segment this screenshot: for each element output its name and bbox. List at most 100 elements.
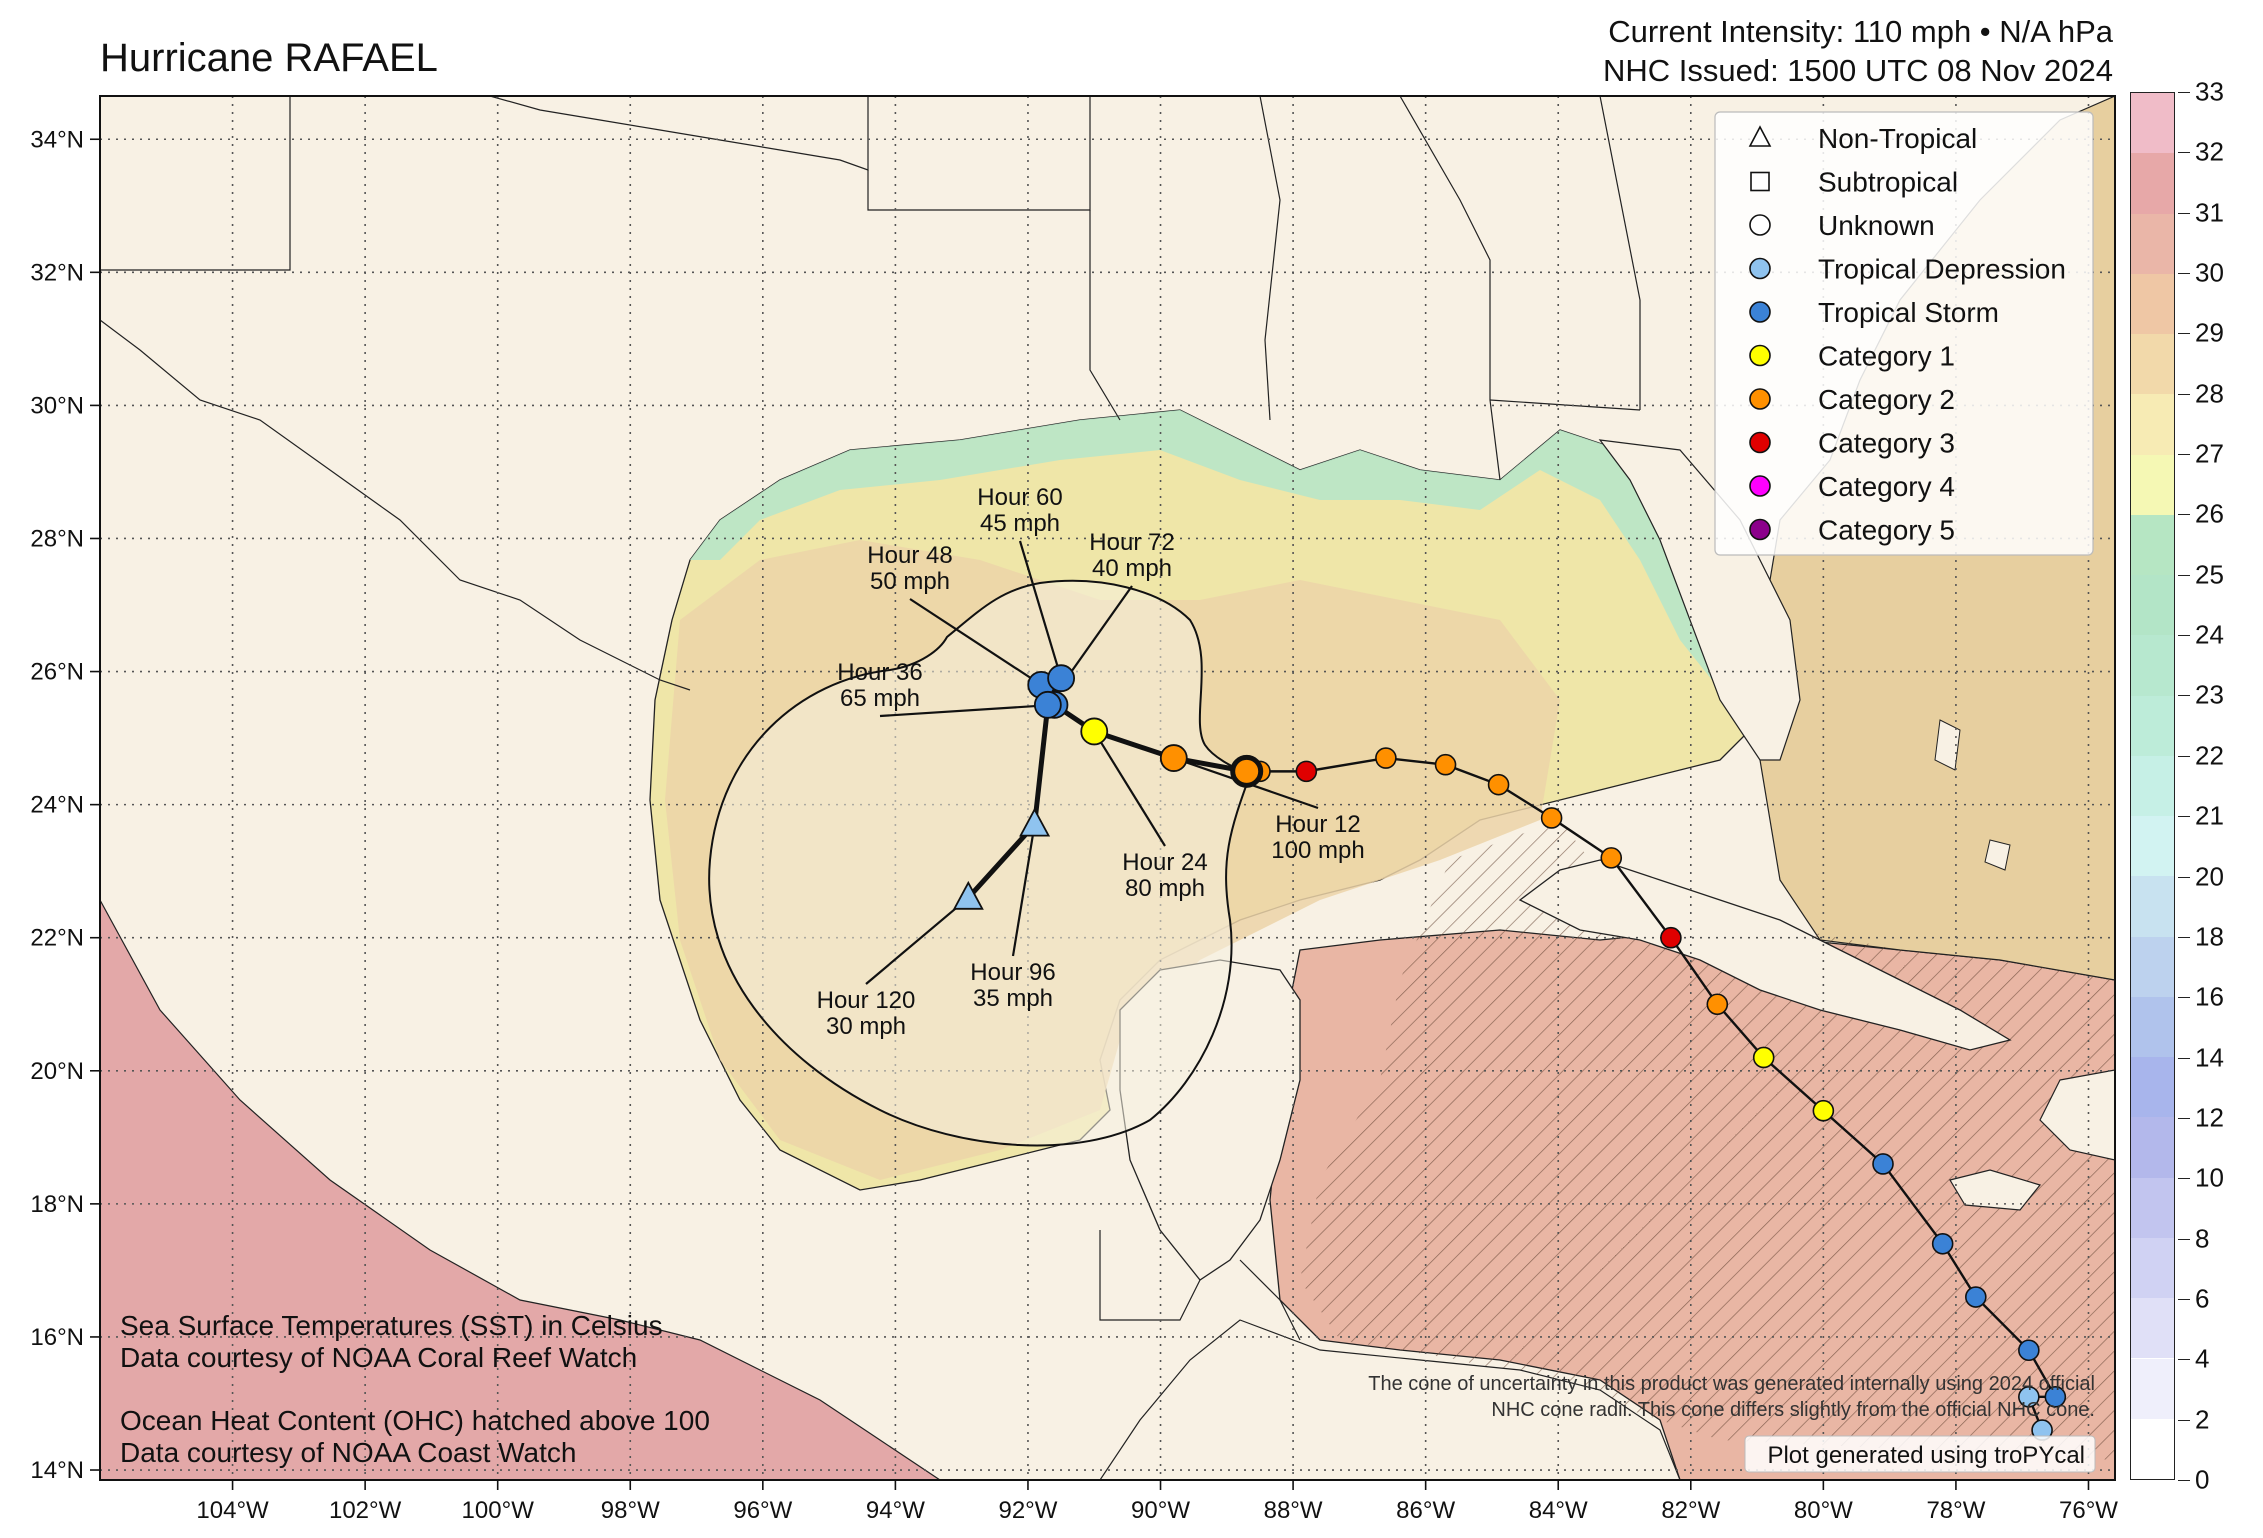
forecast-wind-label: 100 mph [1271,837,1364,864]
colorbar-tick-label: 29 [2195,317,2224,348]
colorbar-segment [2131,996,2174,1058]
colorbar-tick [2178,514,2190,516]
header-info: Current Intensity: 110 mph • N/A hPa NHC… [1603,12,2113,90]
colorbar-segment [2131,1057,2174,1118]
central-america-land [1099,1319,1681,1480]
colorbar-tick-label: 25 [2195,559,2224,590]
legend-marker [1749,214,1771,236]
forecast-wind-label: 80 mph [1125,875,1205,902]
forecast-hour-label: Hour 48 [867,542,952,569]
leader-line [1018,540,1063,679]
lon-tick-label: 104°W [196,1497,269,1524]
ohc-credit-line2: Data courtesy of NOAA Coast Watch [120,1437,576,1468]
colorbar-segment [2131,273,2174,335]
longitude-axis: 104°W 102°W 100°W 98°W 96°W 94°W 92°W 90°W 88°W 8… [196,1480,2118,1524]
tropycal-credit: Plot generated using troPYcal [1767,1442,2085,1469]
cone-disclaimer-line2: NHC cone radii. This cone differs slight… [1491,1399,2095,1421]
colorbar-tick [2178,1359,2190,1361]
nhc-issued: NHC Issued: 1500 UTC 08 Nov 2024 [1602,53,2113,88]
colorbar-tick-label: 28 [2195,378,2224,409]
forecast-wind-label: 40 mph [1092,555,1172,582]
lon-tick-label: 82°W [1661,1497,1720,1524]
sst-credit-line2: Data courtesy of NOAA Coral Reef Watch [120,1342,637,1373]
past-track-point [1872,1153,1894,1175]
pacific-water [100,899,942,1480]
past-track-point [1487,773,1510,796]
current-intensity: Current Intensity: 110 mph • N/A hPa [1608,14,2113,49]
colorbar-segment [2131,1177,2174,1238]
colorbar-segment [2131,153,2174,214]
legend-label: Subtropical [1818,167,1958,198]
legend: Non-Tropical Subtropical Unknown Tropical D… [1748,123,2066,546]
map-frame [99,95,2116,1481]
colorbar-tick [2178,936,2190,938]
colorbar-segment [2131,936,2174,997]
legend-marker [1749,257,1771,280]
legend-label: Category 5 [1818,515,1955,546]
colorbar-segment [2131,1418,2174,1479]
past-track-point [1931,1232,1954,1255]
forecast-point [1033,690,1062,719]
legend-box [1714,111,2094,556]
lon-tick-label: 102°W [329,1497,402,1524]
lat-tick-label: 34°N [30,126,84,153]
forecast-wind-label: 45 mph [980,510,1060,537]
colorbar-segment [2131,93,2174,154]
colorbar-tick [2178,876,2190,878]
colorbar-tick-label: 18 [2195,921,2224,952]
legend-marker [1749,475,1771,497]
colorbar-tick [2178,1419,2190,1421]
forecast-markers [952,664,1188,910]
forecast-wind-label: 30 mph [826,1013,906,1040]
colorbar-tick-label: 20 [2195,861,2224,892]
lon-tick-label: 86°W [1396,1497,1455,1524]
lon-tick-label: 96°W [733,1497,792,1524]
colorbar-tick-label: 16 [2195,981,2224,1012]
leader-line [879,703,1055,718]
colorbar-tick [2178,92,2190,93]
latitude-axis: 34°N 32°N 30°N 28°N 26°N 24°N 22°N 20°N 18°N 16°N… [30,126,100,1484]
current-position-point [1230,754,1264,788]
legend-marker [1749,344,1771,367]
colorbar-tick [2178,1117,2190,1119]
colorbar-tick-label: 0 [2195,1464,2210,1495]
lat-tick-label: 16°N [30,1324,84,1351]
colorbar-tick [2178,393,2190,395]
forecast-hour-label: Hour 60 [977,484,1062,511]
forecast-point [1019,807,1051,837]
colorbar-tick-label: 26 [2195,498,2224,529]
colorbar-tick-label: 23 [2195,679,2224,710]
forecast-hour-label: Hour 120 [817,987,916,1014]
colorbar-segment [2131,575,2174,636]
colorbar-tick-label: 27 [2195,438,2224,469]
colorbar-segment [2131,514,2174,576]
colorbar-tick-label: 4 [2195,1343,2210,1374]
forecast-hour-label: Hour 36 [837,659,922,686]
cuba-land [1518,859,2012,1051]
colorbar-tick [2178,755,2190,757]
legend-marker [1748,125,1772,147]
forecast-point [952,880,984,910]
leader-line [1093,730,1166,847]
ohc-hatched-region [1300,820,2115,1460]
legend-label: Tropical Storm [1818,297,1999,328]
colorbar-tick [2178,1480,2190,1481]
colorbar-segment [2131,635,2174,696]
forecast-wind-label: 35 mph [973,985,1053,1012]
past-track-point [1660,926,1682,949]
gridlines [100,96,2115,1480]
colorbar-tick-label: 32 [2195,136,2224,167]
colorbar-tick-label: 6 [2195,1283,2210,1314]
legend-marker [1749,301,1771,323]
past-track-point [1812,1099,1835,1122]
legend-label: Tropical Depression [1818,254,2066,285]
lat-tick-label: 28°N [30,525,84,552]
leader-line [1011,824,1036,957]
colorbar-tick-label: 8 [2195,1223,2210,1254]
colorbar-segment [2131,1298,2174,1359]
colorbar-segment [2131,394,2174,455]
colorbar-tick-label: 30 [2195,257,2224,288]
past-track-point [1434,753,1457,776]
colorbar-segment [2131,755,2174,817]
